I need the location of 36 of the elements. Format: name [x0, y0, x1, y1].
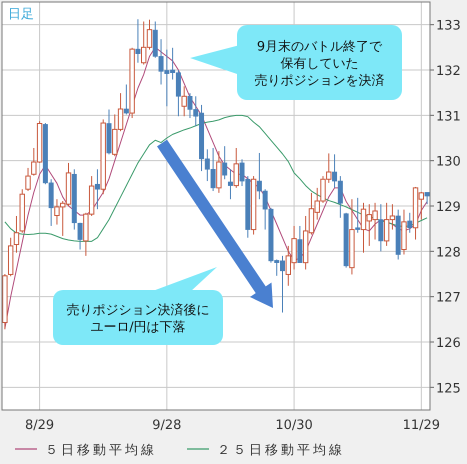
- annotation: 保有していた: [280, 56, 358, 72]
- candlestick: [228, 168, 233, 200]
- candlestick: [124, 84, 129, 115]
- candlestick: [424, 192, 430, 205]
- chart-title: 日足: [8, 7, 34, 22]
- candlestick: [25, 167, 31, 192]
- y-tick-label: 126: [436, 336, 461, 351]
- candlestick: [14, 215, 20, 254]
- candlestick: [181, 86, 187, 117]
- candlestick: [78, 222, 83, 250]
- y-tick-label: 129: [436, 200, 461, 215]
- y-tick-label: 131: [436, 109, 461, 124]
- candlestick: [355, 197, 360, 234]
- y-tick-label: 128: [436, 245, 461, 260]
- annotation: 9月末のバトル終了で: [256, 40, 384, 54]
- legend-label: ２５日移動平均線: [217, 443, 345, 458]
- x-tick-label: 9/28: [152, 418, 182, 433]
- candlestick: [407, 212, 412, 234]
- candlestick: [94, 168, 100, 210]
- x-tick-label: 8/29: [24, 418, 54, 433]
- annotation: 売りポジションを決済: [254, 72, 384, 88]
- candlestick: [297, 225, 302, 264]
- y-tick-label: 125: [436, 381, 461, 396]
- legend-label: ５日移動平均線: [45, 443, 157, 458]
- annotation: 売りポジション決済後に: [66, 302, 210, 318]
- x-tick-label: 10/30: [275, 418, 313, 433]
- y-tick-label: 133: [436, 18, 461, 34]
- candlestick: [234, 147, 239, 188]
- candlestick: [135, 18, 140, 64]
- x-tick-label: 11/29: [402, 418, 440, 433]
- y-tick-label: 130: [436, 154, 461, 170]
- annotation: ユーロ/円は下落: [90, 320, 186, 335]
- candlestick: [222, 146, 228, 180]
- candlestick: [378, 204, 384, 252]
- y-tick-label: 132: [436, 64, 461, 79]
- y-tick-label: 127: [436, 290, 461, 306]
